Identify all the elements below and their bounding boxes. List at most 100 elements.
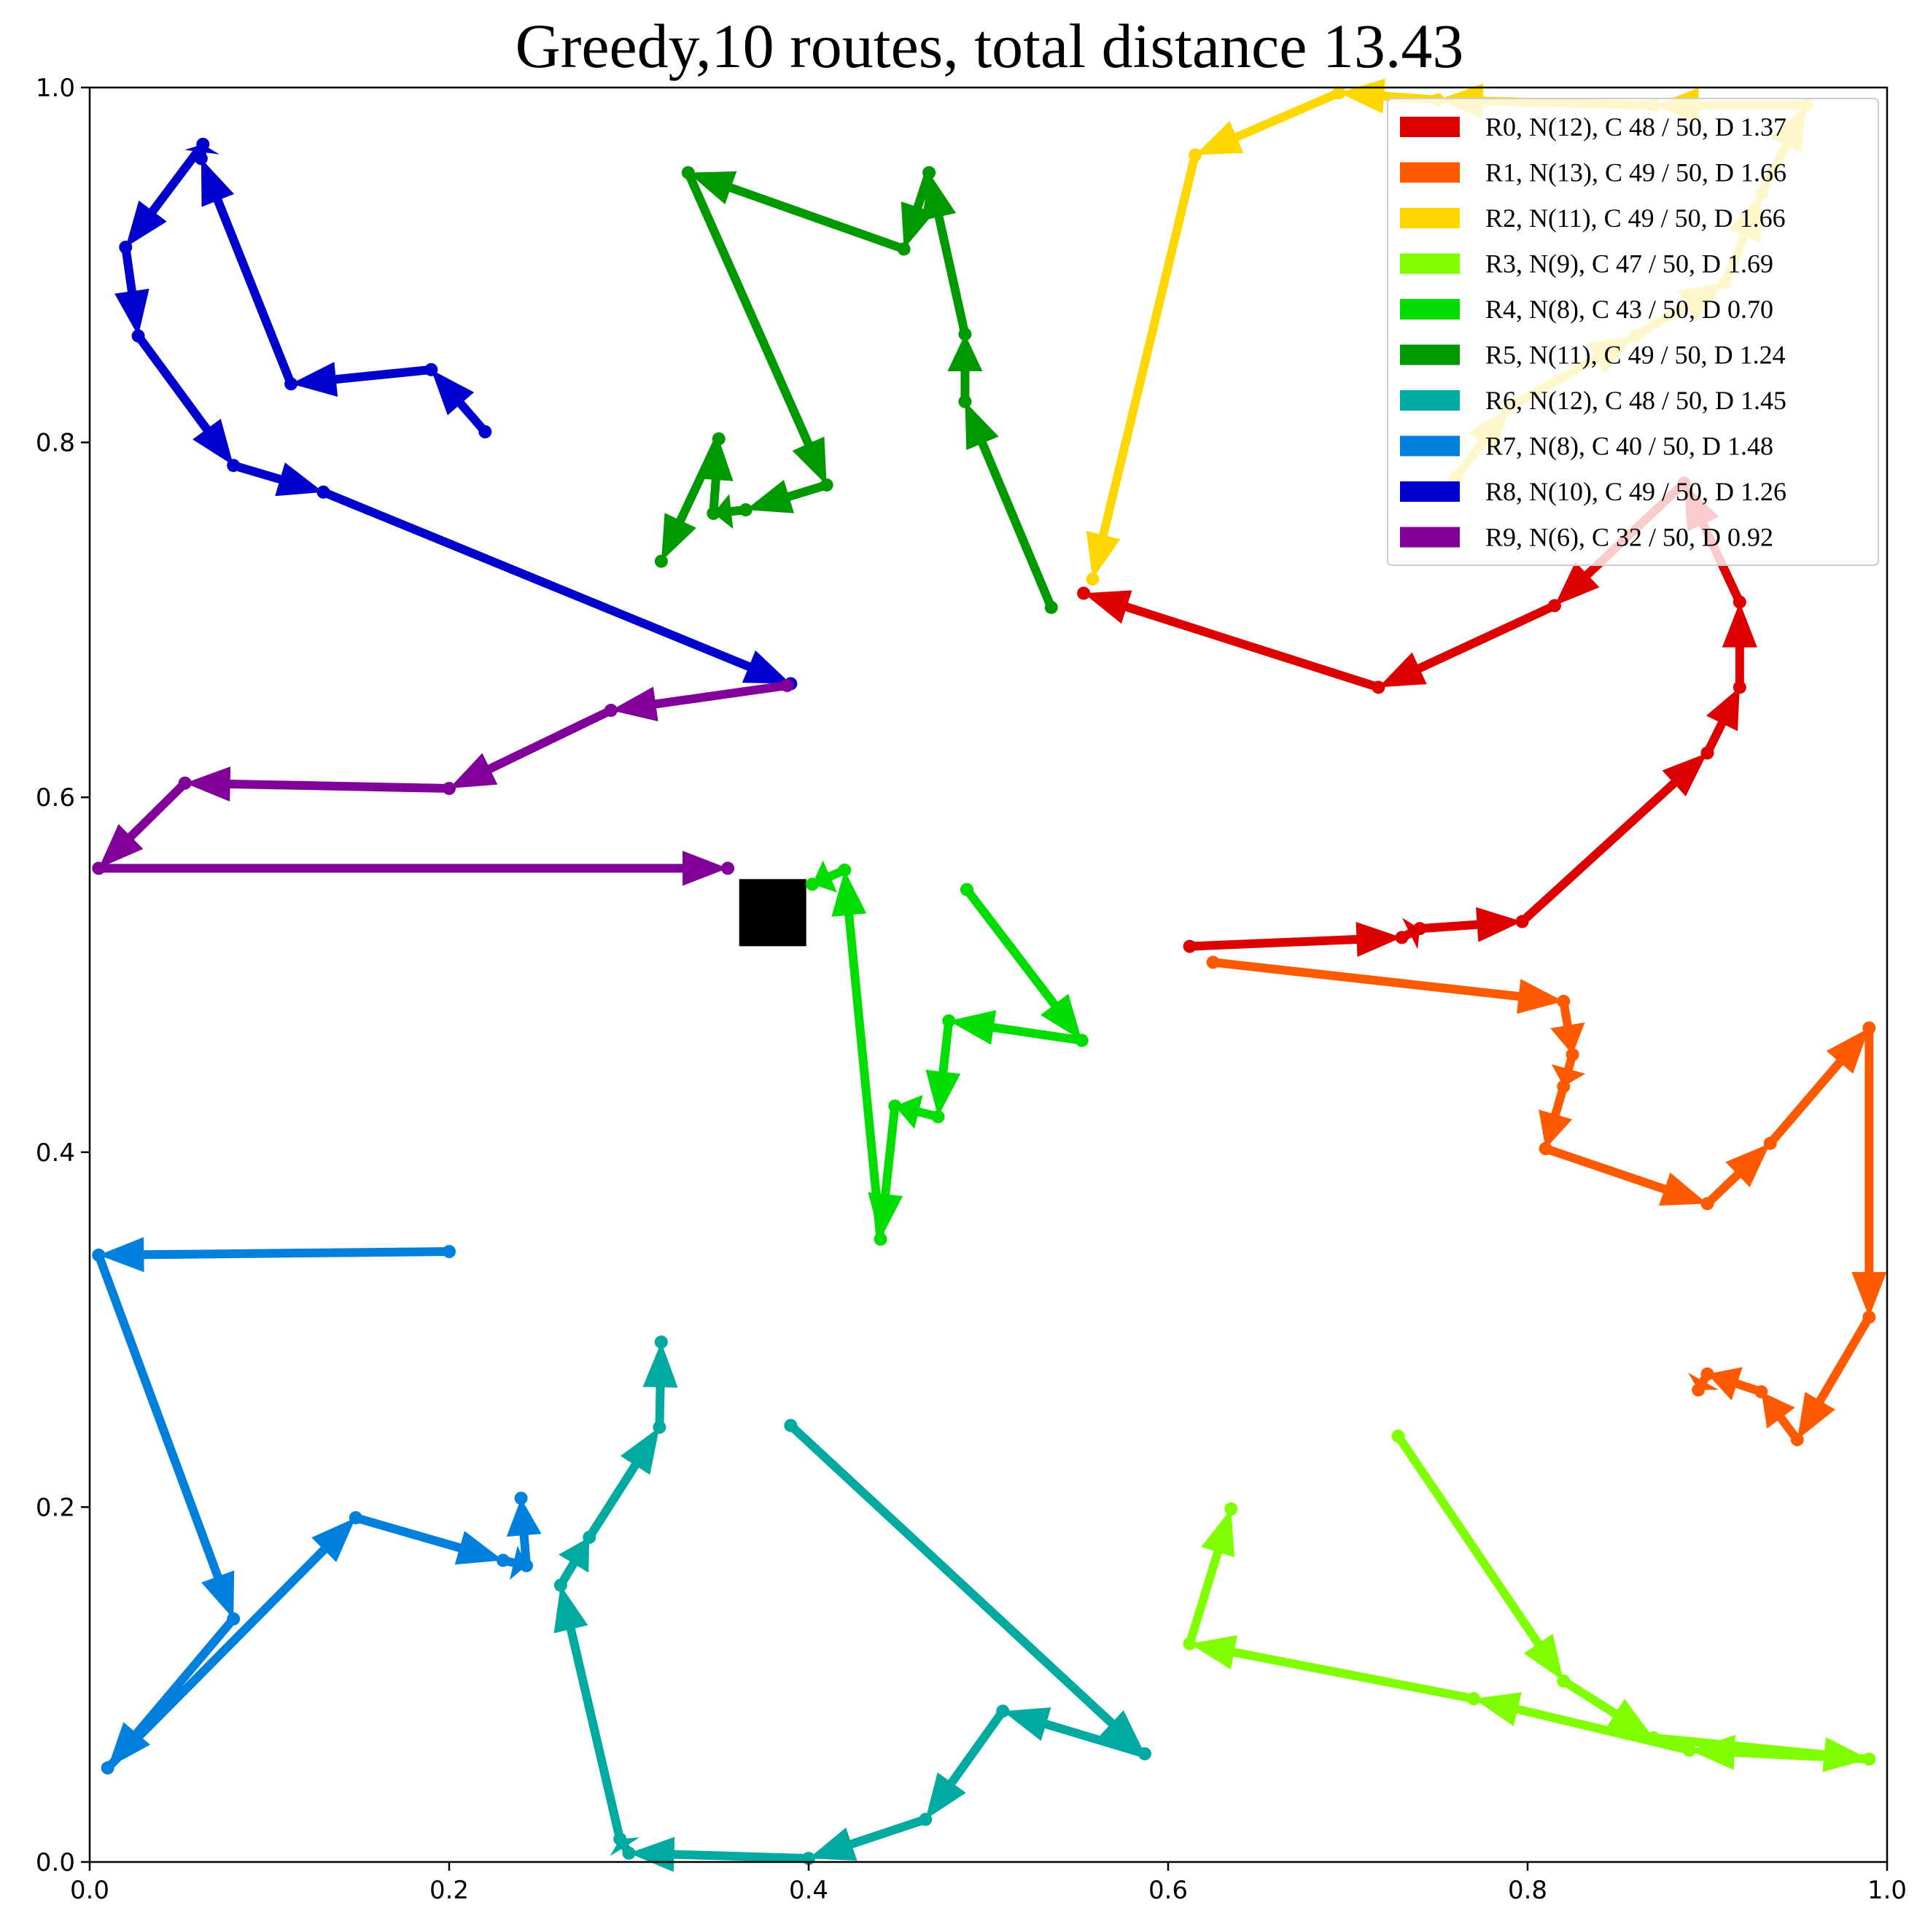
route-5-point [820, 478, 833, 492]
route-4 [805, 860, 1089, 1246]
legend-swatch-9 [1400, 527, 1460, 548]
route-6-segment [847, 1815, 930, 1849]
route-7-segment [351, 1513, 464, 1553]
route-8-point [131, 329, 145, 343]
route-8-arrowhead [125, 200, 167, 247]
route-3-point [1183, 1637, 1197, 1650]
legend-label-2: R2, N(11), C 49 / 50, D 1.66 [1485, 203, 1786, 233]
route-6-arrowhead [553, 1585, 588, 1634]
route-6-arrowhead [809, 1827, 858, 1861]
legend: R0, N(12), C 48 / 50, D 1.37 R1, N(13), C… [1387, 98, 1879, 566]
legend-label-4: R4, N(8), C 43 / 50, D 0.70 [1485, 295, 1773, 324]
route-7-arrowhead [311, 1517, 356, 1562]
route-9-arrowhead [682, 850, 728, 886]
route-4-segment [989, 1023, 1086, 1045]
axes: 0.0 0.2 0.4 0.6 0.8 1.0 0.0 0.2 0.4 0.6 0.8 1.0 [36, 74, 1907, 1905]
route-7-point [349, 1510, 362, 1524]
route-1-arrowhead [1551, 1064, 1586, 1087]
route-9-point [604, 703, 618, 717]
legend-label-5: R5, N(11), C 49 / 50, D 1.24 [1485, 341, 1786, 370]
route-0-point [1183, 939, 1197, 953]
legend-swatch-5 [1400, 344, 1460, 365]
route-8-point [478, 425, 492, 439]
route-1-point [1700, 1197, 1714, 1211]
route-6-arrowhead [925, 1772, 966, 1820]
route-0-segment [1517, 779, 1679, 926]
route-4-arrowhead [925, 1069, 961, 1117]
route-8-segment [213, 195, 296, 389]
route-8-point [227, 459, 241, 473]
route-7-point [101, 1761, 114, 1775]
route-2-segment [1099, 150, 1199, 540]
route-9-arrowhead [98, 823, 144, 869]
route-8-segment [331, 365, 436, 384]
route-8-segment [133, 331, 211, 434]
route-6-point [1138, 1747, 1151, 1761]
route-7-segment [94, 1250, 222, 1581]
route-2-point [1332, 86, 1346, 100]
route-6-arrowhead [629, 1836, 675, 1872]
route-1-arrowhead [1851, 1272, 1887, 1318]
route-6-segment [1041, 1720, 1149, 1758]
route-4-point [942, 1014, 956, 1028]
route-0-point [1515, 915, 1529, 928]
route-1-point [1862, 1311, 1876, 1324]
route-1-point [1557, 1079, 1571, 1093]
route-8-segment [148, 139, 208, 216]
route-5-segment [683, 168, 813, 449]
route-7-arrowhead [201, 1570, 235, 1619]
route-6-arrowhead [1003, 1707, 1051, 1741]
route-1-point [1700, 1367, 1714, 1381]
legend-swatch-0 [1400, 117, 1460, 137]
route-6-point [613, 1832, 627, 1846]
route-6-segment [947, 1707, 1008, 1788]
route-1-point [1566, 1047, 1579, 1061]
route-3-segment [1229, 1648, 1479, 1704]
route-0-arrowhead [1084, 590, 1132, 624]
route-6-point [919, 1812, 933, 1826]
route-3-point [1467, 1692, 1481, 1706]
route-5 [654, 166, 1058, 614]
route-6-segment [669, 1850, 813, 1863]
route-9-point [92, 861, 106, 875]
route-3-arrowhead [1189, 1634, 1238, 1670]
route-8-point [316, 485, 330, 499]
route-7-point [519, 1559, 533, 1572]
legend-swatch-6 [1400, 390, 1460, 411]
route-6-point [654, 1335, 668, 1349]
route-1-point [1557, 994, 1571, 1008]
route-9-segment [225, 779, 454, 794]
route-6-point [622, 1846, 636, 1860]
route-6-arrowhead [610, 1837, 640, 1856]
route-4-arrowhead [895, 1095, 923, 1129]
route-6-arrowhead [642, 1342, 678, 1388]
route-9-point [721, 861, 735, 875]
legend-label-8: R8, N(10), C 49 / 50, D 1.26 [1485, 477, 1786, 506]
route-2-arrowhead [1086, 531, 1121, 579]
route-7-segment [139, 1247, 454, 1260]
route-2-arrowhead [1194, 120, 1244, 155]
legend-swatch-8 [1400, 481, 1460, 502]
route-6 [553, 1335, 1151, 1872]
route-5-arrowhead [965, 401, 999, 451]
route-8-arrowhead [114, 288, 149, 336]
route-0-arrowhead [1722, 602, 1757, 648]
y-tick-label: 0.6 [36, 783, 75, 812]
route-6-segment [655, 1383, 665, 1432]
route-2-arrowhead [1339, 78, 1385, 114]
legend-label-9: R9, N(6), C 32 / 50, D 0.92 [1485, 523, 1773, 552]
route-0-arrowhead [1554, 562, 1600, 606]
y-tick-label: 0.0 [36, 1848, 75, 1877]
route-4-arrowhead [831, 869, 867, 917]
route-1-segment [1541, 1144, 1669, 1194]
route-8-arrowhead [275, 462, 324, 497]
route-3-segment [1513, 1704, 1694, 1755]
route-4-arrowhead [949, 1010, 997, 1045]
route-2-segment [1232, 88, 1344, 141]
route-1-arrowhead [1707, 1367, 1743, 1401]
route-8-point [194, 152, 208, 166]
legend-label-3: R3, N(9), C 47 / 50, D 1.69 [1485, 249, 1773, 279]
route-9-point [443, 782, 456, 796]
route-6-arrowhead [559, 1537, 590, 1573]
route-8-arrowhead [742, 650, 791, 684]
